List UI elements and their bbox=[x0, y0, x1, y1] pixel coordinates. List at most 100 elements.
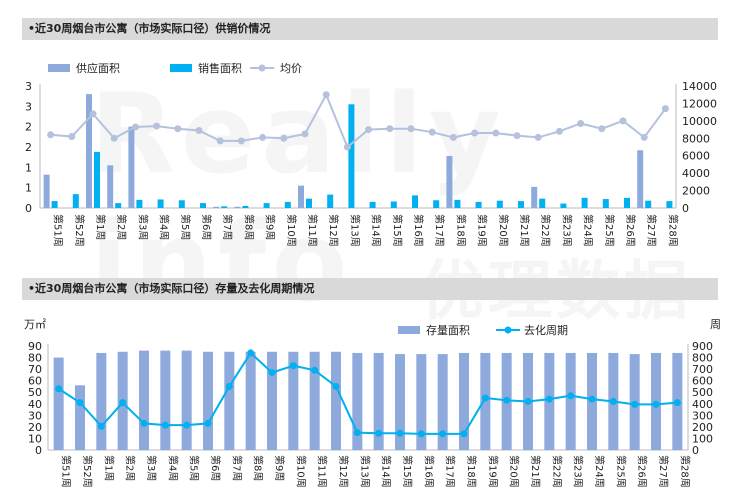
cycle-point bbox=[97, 422, 105, 430]
stock-bar bbox=[224, 351, 235, 450]
right-tick-label: 400 bbox=[692, 398, 713, 411]
x-tick-label: 第16周 bbox=[422, 455, 435, 488]
x-tick-label: 第51周 bbox=[52, 214, 65, 247]
price-point bbox=[365, 126, 373, 134]
cycle-point bbox=[439, 430, 447, 438]
x-tick-label: 第2周 bbox=[124, 455, 137, 481]
left-tick-label: 80 bbox=[28, 352, 42, 365]
x-tick-label: 第9周 bbox=[273, 455, 286, 481]
x-tick-label: 第23周 bbox=[572, 455, 585, 488]
sales-bar bbox=[369, 201, 376, 208]
sales-bar bbox=[560, 203, 567, 208]
chart2-title: •近30周烟台市公寓（市场实际口径）存量及去化周期情况 bbox=[22, 278, 718, 300]
price-point bbox=[555, 127, 563, 135]
x-tick-label: 第27周 bbox=[645, 214, 658, 247]
x-tick-label: 第17周 bbox=[444, 455, 457, 488]
x-tick-label: 第24周 bbox=[582, 214, 595, 247]
supply-sales-price-chart: 供应面积 销售面积 均价 0 1 1 2 2 3 3 0 2000 4000 6000 8000 10000 1… bbox=[25, 61, 717, 247]
right-tick-label: 2000 bbox=[682, 185, 710, 198]
x-tick-label: 第24周 bbox=[593, 455, 606, 488]
right-tick-label: 12000 bbox=[682, 97, 717, 110]
legend-supply-swatch bbox=[48, 64, 70, 72]
x-tick-label: 第12周 bbox=[327, 214, 340, 247]
stock-bar bbox=[373, 352, 384, 450]
x-tick-label: 第11周 bbox=[316, 455, 329, 488]
price-point bbox=[449, 133, 457, 141]
price-point bbox=[110, 134, 118, 142]
supply-bar bbox=[531, 186, 538, 208]
cycle-point bbox=[204, 419, 212, 427]
x-tick-label: 第1周 bbox=[94, 214, 107, 240]
cycle-point bbox=[588, 395, 596, 403]
left-tick-label: 3 bbox=[25, 80, 32, 93]
stock-bar bbox=[437, 354, 448, 450]
stock-bar bbox=[309, 351, 320, 450]
left-tick-label: 1 bbox=[25, 182, 32, 195]
price-point bbox=[343, 143, 351, 151]
left-tick-label: 0 bbox=[25, 202, 32, 215]
cycle-point bbox=[609, 397, 617, 405]
stock-bar bbox=[245, 351, 256, 450]
supply-bar bbox=[234, 206, 241, 208]
x-tick-label: 第4周 bbox=[158, 214, 171, 240]
right-tick-label: 500 bbox=[692, 386, 713, 399]
cycle-point bbox=[524, 397, 532, 405]
stock-bar bbox=[96, 352, 107, 450]
right-tick-label: 700 bbox=[692, 363, 713, 376]
price-point bbox=[89, 110, 97, 118]
x-tick-label: 第51周 bbox=[60, 455, 73, 488]
x-tick-label: 第12周 bbox=[337, 455, 350, 488]
legend-sales-swatch bbox=[170, 64, 192, 72]
right-tick-label: 14000 bbox=[682, 80, 717, 93]
price-point bbox=[301, 130, 309, 138]
price-point bbox=[216, 137, 224, 145]
price-point bbox=[386, 125, 394, 133]
x-tick-label: 第17周 bbox=[433, 214, 446, 247]
x-tick-label: 第2周 bbox=[115, 214, 128, 240]
stock-bar bbox=[181, 350, 192, 450]
x-tick-label: 第18周 bbox=[465, 455, 478, 488]
cycle-point bbox=[119, 399, 127, 407]
sales-bar bbox=[433, 200, 440, 208]
x-tick-label: 第5周 bbox=[188, 455, 201, 481]
x-tick-label: 第26周 bbox=[636, 455, 649, 488]
legend-sales-label: 销售面积 bbox=[198, 61, 242, 75]
cycle-point bbox=[332, 382, 340, 390]
price-point bbox=[598, 125, 606, 133]
x-tick-label: 第27周 bbox=[657, 455, 670, 488]
x-tick-label: 第18周 bbox=[454, 214, 467, 247]
sales-bar bbox=[624, 197, 630, 208]
right-tick-label: 8000 bbox=[682, 132, 710, 145]
cycle-point bbox=[460, 430, 468, 438]
sales-bar bbox=[115, 203, 122, 208]
cycle-point bbox=[161, 421, 169, 429]
sales-bar bbox=[157, 199, 164, 208]
legend-price-label: 均价 bbox=[280, 62, 302, 75]
price-point bbox=[407, 125, 415, 133]
x-tick-label: 第21周 bbox=[529, 455, 542, 488]
x-tick-label: 第4周 bbox=[166, 455, 179, 481]
sales-bar bbox=[221, 206, 228, 208]
x-tick-label: 第10周 bbox=[285, 214, 298, 247]
left-tick-label: 40 bbox=[28, 398, 42, 411]
x-tick-label: 第25周 bbox=[603, 214, 616, 247]
x-tick-label: 第7周 bbox=[221, 214, 234, 240]
price-point bbox=[471, 129, 479, 137]
cycle-point bbox=[311, 366, 319, 374]
left-tick-label: 0 bbox=[35, 444, 42, 457]
sales-bar bbox=[602, 199, 609, 208]
stock-bar bbox=[75, 385, 85, 450]
sales-bar bbox=[475, 201, 482, 208]
price-point bbox=[47, 131, 55, 139]
sales-bar bbox=[327, 194, 334, 208]
x-tick-label: 第28周 bbox=[666, 214, 679, 247]
cycle-point bbox=[417, 430, 425, 438]
price-point bbox=[153, 122, 161, 130]
x-tick-label: 第26周 bbox=[624, 214, 637, 247]
legend-stock-swatch bbox=[398, 326, 420, 334]
supply-bar bbox=[637, 150, 644, 208]
supply-bar bbox=[86, 94, 92, 208]
price-point bbox=[640, 133, 648, 141]
cycle-point bbox=[247, 349, 255, 357]
x-tick-label: 第21周 bbox=[518, 214, 531, 247]
